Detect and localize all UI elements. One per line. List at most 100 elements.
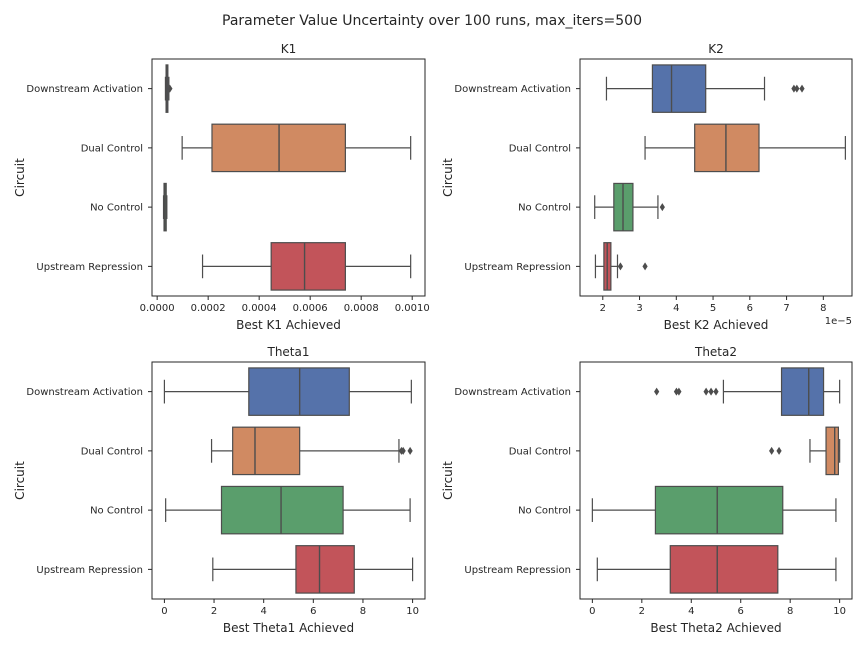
p0-xtick-label-0: 0.0000: [140, 303, 175, 314]
p1-box-no-control: [594, 182, 665, 232]
p1-xtick-label-4: 6: [747, 303, 753, 314]
p2-xtick-label-3: 6: [310, 606, 316, 617]
p3-flier-1-1: [776, 446, 782, 455]
p3-flier-0-5: [713, 387, 719, 396]
p2-xlabel: Best Theta1 Achieved: [223, 621, 354, 635]
p0-ytick-label-1: Dual Control: [81, 143, 143, 154]
p3-flier-0-3: [703, 387, 709, 396]
p1-xtick-label-2: 4: [673, 303, 679, 314]
p3-xlabel: Best Theta2 Achieved: [650, 621, 781, 635]
p1-ytick-label-3: Upstream Repression: [464, 262, 571, 273]
p2-title: Theta1: [266, 345, 309, 359]
p1-offset-label: 1e−5: [825, 316, 852, 327]
p3-box-downstream-activation: [654, 367, 841, 416]
p2-flier-1-1: [400, 446, 406, 455]
p2-box-no-control: [165, 485, 411, 535]
p0-xlabel: Best K1 Achieved: [236, 318, 341, 332]
p0-ytick-label-0: Downstream Activation: [26, 84, 143, 95]
p2-iqr-box-3: [295, 545, 355, 594]
p3-flier-1-0: [769, 446, 775, 455]
p0-xtick-label-3: 0.0006: [293, 303, 328, 314]
p0-ytick-label-3: Upstream Repression: [36, 262, 143, 273]
p2-axes-frame: [151, 361, 426, 600]
p1-flier-0-1: [794, 84, 800, 93]
p2-xtick-label-1: 2: [211, 606, 217, 617]
p1-flier-3-0: [617, 262, 624, 271]
p3-ytick-label-2: No Control: [518, 506, 571, 517]
p1-xlabel: Best K2 Achieved: [664, 318, 769, 332]
p2-xtick-label-2: 4: [260, 606, 266, 617]
p1-ytick-label-1: Dual Control: [509, 143, 571, 154]
p1-box-dual-control: [644, 123, 846, 173]
p0-title: K1: [281, 42, 297, 56]
p1-ylabel: Circuit: [441, 158, 455, 197]
p3-xtick-label-0: 0: [589, 606, 595, 617]
panel-theta2: Theta2 Downstream Activation Dual Control N…: [441, 345, 853, 635]
p2-xtick-label-4: 8: [360, 606, 366, 617]
p3-box-no-control: [591, 485, 837, 535]
panel-theta1: Theta1 Downstream Activation Dual Control N…: [13, 345, 426, 635]
p0-flier-0-0: [167, 84, 173, 93]
p3-xtick-label-2: 4: [688, 606, 694, 617]
p2-flier-1-2: [407, 446, 413, 455]
p3-iqr-box-1: [825, 426, 840, 476]
p3-xtick-label-5: 10: [833, 606, 846, 617]
p0-axes-frame: [151, 58, 426, 297]
p0-xtick-label-4: 0.0008: [344, 303, 379, 314]
p0-box-dual-control: [181, 123, 412, 173]
p1-flier-0-2: [799, 84, 805, 93]
p3-iqr-box-0: [780, 367, 825, 416]
p3-ylabel: Circuit: [441, 461, 455, 500]
p3-xtick-label-4: 8: [787, 606, 793, 617]
panel-k1: K1 Downstream Activation Dual Control No Co…: [13, 42, 430, 332]
p1-ytick-label-2: No Control: [518, 203, 571, 214]
p0-ylabel: Circuit: [13, 158, 27, 197]
p1-xtick-label-6: 8: [820, 303, 826, 314]
p3-flier-0-4: [708, 387, 714, 396]
p2-box-upstream-repression: [212, 545, 414, 594]
p2-iqr-box-1: [232, 426, 301, 476]
panel-k2: K2 Downstream Activation Dual Control No Co…: [441, 42, 853, 332]
p2-box-dual-control: [210, 426, 413, 476]
p2-box-downstream-activation: [163, 367, 412, 416]
p0-xtick-label-2: 0.0004: [242, 303, 277, 314]
p2-ylabel: Circuit: [13, 461, 27, 500]
p1-xtick-label-3: 5: [710, 303, 716, 314]
p3-flier-0-2: [676, 387, 682, 396]
p2-ytick-label-1: Dual Control: [81, 446, 143, 457]
p3-xtick-label-1: 2: [639, 606, 645, 617]
p1-box-upstream-repression: [594, 242, 648, 291]
p3-ytick-label-3: Upstream Repression: [464, 565, 571, 576]
p1-flier-3-1: [642, 262, 648, 271]
p3-iqr-box-3: [669, 545, 779, 594]
p1-xtick-label-5: 7: [783, 303, 789, 314]
p2-ytick-label-2: No Control: [90, 506, 143, 517]
p2-xtick-label-5: 10: [406, 606, 419, 617]
p3-title: Theta2: [694, 345, 737, 359]
figure-suptitle: Parameter Value Uncertainty over 100 run…: [222, 13, 642, 29]
p2-xtick-label-0: 0: [161, 606, 167, 617]
p1-box-downstream-activation: [605, 64, 805, 113]
p1-flier-0-0: [791, 84, 797, 93]
p2-iqr-box-2: [220, 485, 344, 535]
p2-ytick-label-3: Upstream Repression: [36, 565, 143, 576]
p0-iqr-box-3: [270, 242, 346, 291]
p0-ytick-label-2: No Control: [90, 203, 143, 214]
p0-xtick-label-1: 0.0002: [191, 303, 226, 314]
p1-iqr-box-0: [651, 64, 707, 113]
p1-xtick-label-0: 2: [600, 303, 606, 314]
p1-ytick-label-0: Downstream Activation: [454, 84, 571, 95]
p3-ytick-label-0: Downstream Activation: [454, 387, 571, 398]
p1-title: K2: [708, 42, 724, 56]
p0-box-downstream-activation: [164, 64, 173, 113]
p0-box-no-control: [162, 182, 168, 232]
p3-axes-frame: [579, 361, 853, 600]
p2-ytick-label-0: Downstream Activation: [26, 387, 143, 398]
p1-flier-2-0: [659, 203, 665, 212]
p1-xtick-label-1: 3: [636, 303, 642, 314]
p3-box-upstream-repression: [596, 545, 837, 594]
p3-iqr-box-2: [654, 485, 784, 535]
p0-xtick-label-5: 0.0010: [395, 303, 430, 314]
p3-ytick-label-1: Dual Control: [509, 446, 571, 457]
